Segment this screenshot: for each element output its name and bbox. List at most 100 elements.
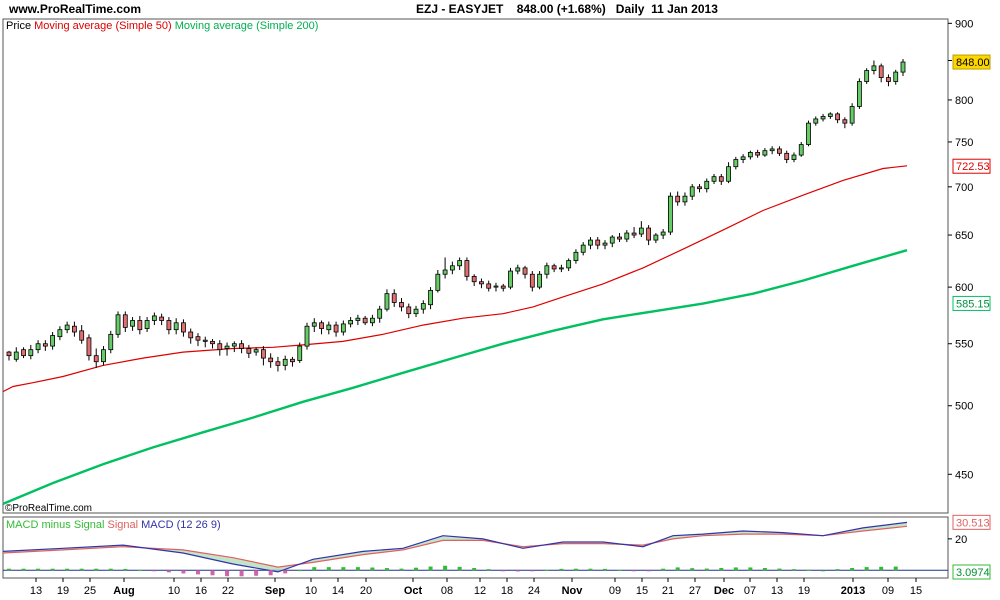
candle-body: [711, 176, 717, 182]
x-tick-label: 13: [30, 585, 42, 597]
x-tick-label: 08: [441, 585, 453, 597]
x-tick-label: 25: [84, 585, 96, 597]
macd-hist-bar: [384, 568, 389, 571]
macd-hist-bar: [21, 568, 26, 571]
macd-hist-bar: [806, 569, 811, 571]
price-y-tick-label: 700: [955, 182, 973, 194]
candle-body: [290, 358, 295, 363]
candle-body: [784, 152, 790, 160]
candle-body: [72, 325, 77, 333]
candle-body: [602, 242, 608, 246]
candle-body: [624, 232, 630, 240]
macd-hist-bar: [559, 568, 564, 571]
candle-body: [682, 195, 688, 203]
candle-body: [253, 349, 259, 353]
candle-body: [260, 349, 266, 359]
candle-body: [762, 150, 768, 156]
macd-hist-bar: [486, 569, 491, 571]
ma200-value-label-box: [952, 295, 991, 311]
macd-hist-bar: [748, 567, 753, 571]
candle-body: [515, 267, 521, 272]
macd-hist-bar: [50, 568, 55, 571]
macd-hist-bar: [355, 567, 360, 571]
candle-body: [479, 281, 484, 285]
candle-body: [675, 195, 681, 203]
candle-body: [239, 343, 244, 349]
candle-body: [21, 349, 26, 357]
candle-body: [304, 325, 310, 347]
macd-line: [2, 521, 908, 573]
x-tick-label: 07: [744, 585, 756, 597]
macd-hist-bar: [326, 567, 331, 571]
candle-body: [813, 118, 819, 124]
candle-body: [166, 320, 172, 331]
candle-body: [42, 343, 48, 347]
candle-body: [188, 331, 194, 339]
candle-body: [64, 324, 70, 331]
x-tick-label: 09: [882, 585, 894, 597]
macd-hist-bar: [370, 567, 375, 571]
price-panel-frame: [2, 18, 949, 514]
macd-hist-bar: [675, 567, 680, 571]
legend-macd: MACD: [141, 519, 174, 531]
candle-body: [406, 306, 412, 315]
ma50-value-label-box: [952, 158, 991, 174]
candle-body: [609, 236, 615, 244]
macd-hist-bar: [544, 569, 549, 571]
macd-hist-bar: [762, 568, 767, 571]
macd-hist-bar: [719, 567, 724, 571]
candle-body: [529, 273, 535, 288]
x-tick-label: 18: [501, 585, 513, 597]
candle-body: [217, 343, 223, 351]
candle-body: [486, 283, 492, 289]
x-tick-label: 20: [360, 585, 372, 597]
macd-hist-bar: [850, 567, 855, 571]
x-tick-label: Sep: [265, 585, 285, 597]
candle-body: [50, 335, 56, 347]
hist-value-text: 3.0974: [956, 567, 990, 579]
candle-body: [399, 302, 404, 308]
x-tick-label: 27: [689, 585, 701, 597]
price-y-tick-label: 750: [955, 137, 973, 149]
candle-body: [697, 186, 702, 190]
candle-body: [333, 324, 339, 333]
candle-body: [588, 239, 593, 246]
x-tick-label: 21: [662, 585, 674, 597]
date-label: 11 Jan 2013: [651, 2, 718, 16]
legend-params: (12 26 9): [176, 519, 221, 531]
macd-hist-bar: [661, 568, 666, 571]
candle-body: [544, 265, 550, 275]
candle-body: [726, 166, 731, 182]
watermark: ©ProRealTime.com: [5, 503, 93, 514]
candle-body: [428, 289, 433, 306]
period-label: Daily: [615, 2, 645, 16]
candle-body: [508, 270, 513, 288]
macd-hist-bar: [879, 566, 884, 571]
candle-body: [537, 273, 542, 288]
candle-body: [210, 340, 215, 345]
macd-hist-bar: [690, 568, 695, 571]
macd-hist-bar: [835, 569, 840, 571]
macd-hist-bar: [195, 570, 200, 575]
candle-body: [231, 343, 237, 347]
candle-body: [202, 339, 208, 342]
candle-body: [144, 320, 150, 329]
x-tick-label: 19: [798, 585, 810, 597]
candle-body: [449, 265, 455, 271]
candle-body: [348, 320, 354, 325]
x-tick-label: 09: [609, 585, 621, 597]
macd-hist-bar: [443, 565, 448, 571]
chart-header: EZJ - EASYJET 848.00 (+1.68%) Daily 11 J…: [416, 2, 718, 16]
candle-body: [617, 236, 622, 240]
candle-body: [86, 337, 92, 357]
candle-body: [638, 227, 644, 235]
candle-body: [900, 61, 906, 73]
candle-body: [173, 322, 179, 331]
candle-body: [791, 154, 797, 160]
site-name[interactable]: www.ProRealTime.com: [9, 2, 142, 16]
candle-body: [580, 244, 586, 253]
macd-hist-bar: [36, 568, 41, 571]
candle-body: [522, 267, 528, 275]
macd-hist-bar: [312, 567, 317, 571]
